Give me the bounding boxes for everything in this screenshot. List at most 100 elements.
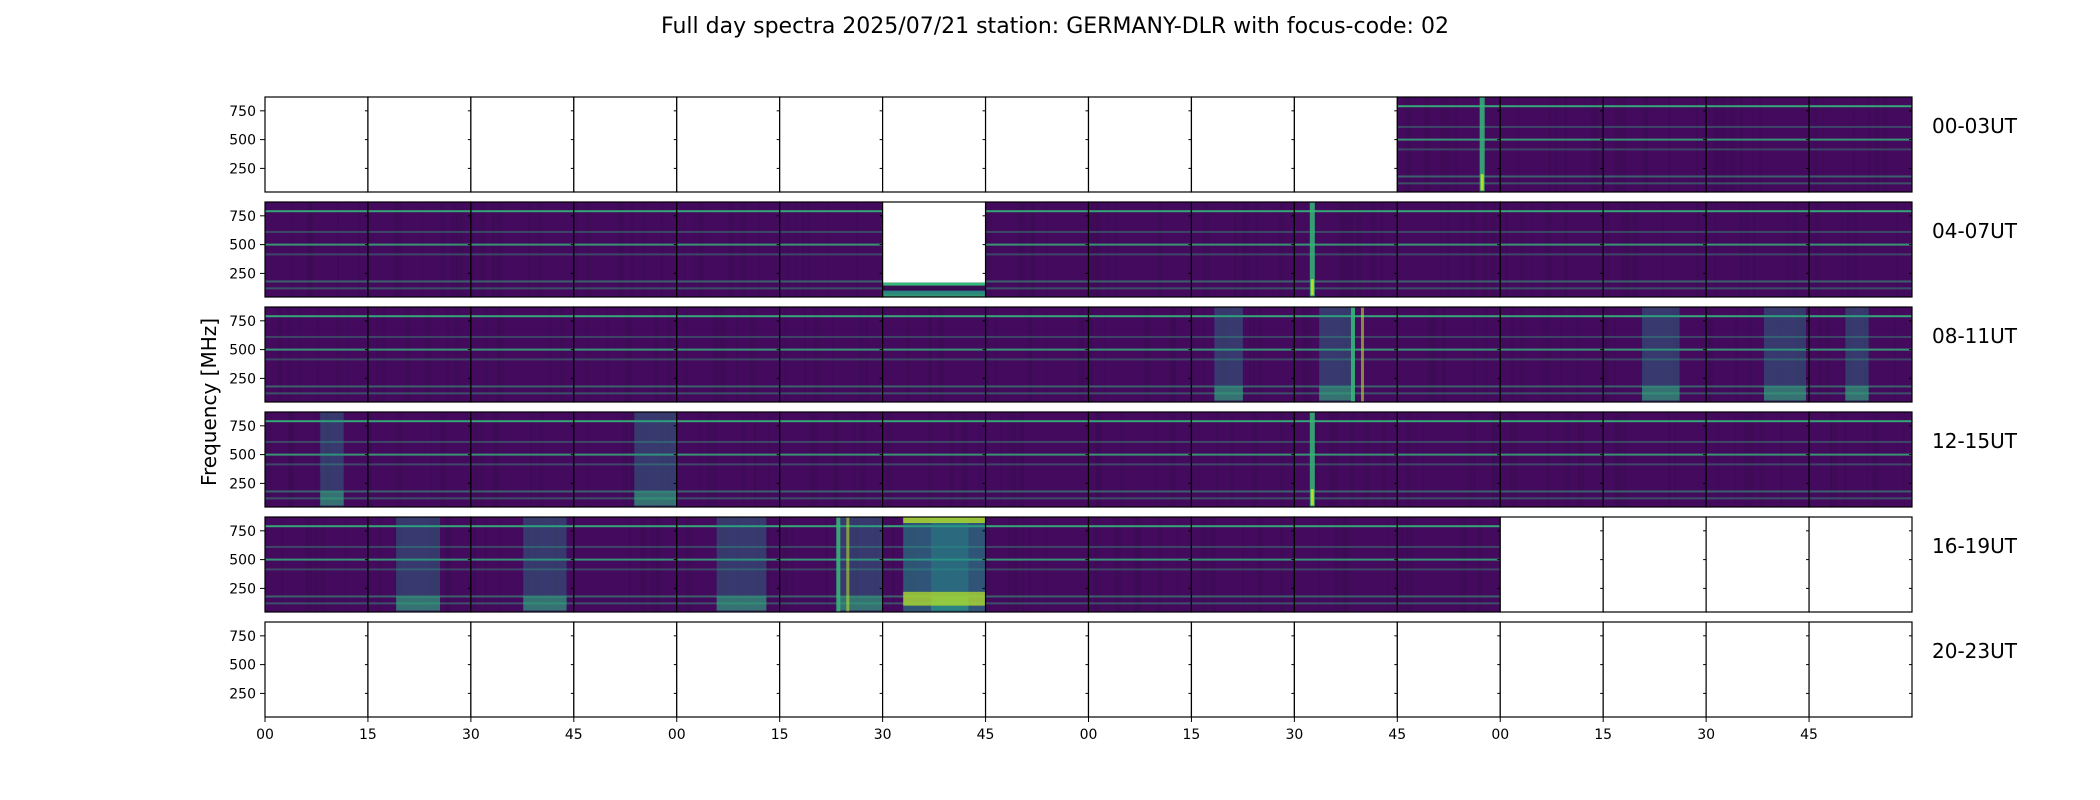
spectrum-panel xyxy=(779,516,884,613)
y-tick-label: 500 xyxy=(229,448,256,464)
spectrum-panel xyxy=(1499,411,1604,508)
spectrum-panel xyxy=(1705,306,1810,403)
spectrum-panel xyxy=(470,411,575,508)
spectrum-panel xyxy=(1705,96,1810,193)
spectrum-panel xyxy=(1602,621,1707,718)
spectrum-panel xyxy=(1293,96,1398,193)
spectrum-panel xyxy=(367,621,472,718)
spectrum-panel xyxy=(264,411,369,508)
y-tick-label: 250 xyxy=(229,161,256,177)
y-tick-label: 500 xyxy=(229,343,256,359)
y-tick-label: 750 xyxy=(229,314,256,330)
spectrum-panel xyxy=(470,96,575,193)
spectrum-panel xyxy=(1190,621,1295,718)
x-tick-label: 30 xyxy=(1697,727,1715,743)
x-tick-label: 00 xyxy=(256,727,274,743)
spectrum-panel xyxy=(1396,201,1501,298)
spectrum-panel xyxy=(676,516,781,613)
y-tick-label: 750 xyxy=(229,629,256,645)
spectrum-panel xyxy=(573,411,683,508)
spectrum-panel xyxy=(984,201,1090,298)
chart-title: Full day spectra 2025/07/21 station: GER… xyxy=(661,14,1449,39)
spectrum-panel xyxy=(882,621,987,718)
y-tick-label: 500 xyxy=(229,238,256,254)
y-tick-label: 750 xyxy=(229,104,256,120)
spectrum-panel xyxy=(1087,96,1193,193)
spectrum-panel xyxy=(1396,516,1501,613)
spectrum-panel xyxy=(984,516,1090,613)
spectrum-panel xyxy=(676,411,781,508)
spectrum-panel xyxy=(367,201,472,298)
spectrum-panel xyxy=(1499,621,1604,718)
spectrum-panel xyxy=(1293,306,1398,403)
spectrum-panel xyxy=(1602,516,1707,613)
spectrum-panel xyxy=(1808,621,1913,718)
spectrum-panel xyxy=(984,96,1090,193)
row-label: 16-19UT xyxy=(1932,534,2018,558)
spectrum-panel xyxy=(1087,411,1193,508)
y-axis-label: Frequency [MHz] xyxy=(197,318,221,486)
x-tick-label: 45 xyxy=(565,727,583,743)
y-tick-label: 500 xyxy=(229,553,256,569)
x-tick-label: 00 xyxy=(668,727,686,743)
spectrum-panel xyxy=(1190,306,1295,403)
x-tick-label: 15 xyxy=(1594,727,1612,743)
spectrum-panel xyxy=(470,201,575,298)
spectrum-panel xyxy=(1293,201,1398,298)
x-tick-label: 45 xyxy=(1800,727,1818,743)
spectrum-panel xyxy=(1293,516,1398,613)
spectrum-panel xyxy=(264,621,369,718)
spectrum-panel xyxy=(264,96,369,193)
spectrum-panel xyxy=(779,96,884,193)
spectrum-panel xyxy=(882,96,987,193)
y-tick-label: 250 xyxy=(229,371,256,387)
spectrum-panel xyxy=(367,96,472,193)
x-tick-label: 30 xyxy=(874,727,892,743)
spectrum-panel xyxy=(470,516,575,613)
x-tick-label: 45 xyxy=(977,727,995,743)
y-tick-label: 750 xyxy=(229,524,256,540)
spectrum-panel xyxy=(1293,411,1398,508)
spectrum-panel xyxy=(1087,306,1193,403)
row-label: 04-07UT xyxy=(1932,219,2018,243)
spectrum-panel xyxy=(984,411,1090,508)
spectrum-panel xyxy=(1293,621,1398,718)
spectrum-panel xyxy=(1602,306,1707,403)
spectrum-panel xyxy=(882,411,987,508)
spectrum-panel xyxy=(1087,201,1193,298)
spectrum-panel xyxy=(1705,201,1810,298)
x-tick-label: 30 xyxy=(1285,727,1303,743)
spectrum-panel xyxy=(1396,96,1501,193)
spectrum-panel xyxy=(676,621,781,718)
spectrum-panel xyxy=(264,201,369,298)
spectrum-panel xyxy=(573,96,678,193)
spectrum-panel xyxy=(779,306,884,403)
spectrum-panel xyxy=(1705,411,1810,508)
spectrum-panel xyxy=(676,306,781,403)
spectrum-panel xyxy=(1705,621,1810,718)
y-tick-label: 250 xyxy=(229,266,256,282)
spectrum-panel xyxy=(1396,621,1501,718)
spectrum-panel xyxy=(1808,516,1913,613)
spectrum-panel xyxy=(1190,516,1295,613)
x-tick-label: 15 xyxy=(359,727,377,743)
y-tick-label: 500 xyxy=(229,658,256,674)
spectrum-panel xyxy=(1602,201,1707,298)
spectrum-panel xyxy=(573,201,678,298)
spectrum-panel xyxy=(1808,411,1913,508)
spectrum-panel xyxy=(1602,411,1707,508)
spectrum-panel xyxy=(1808,306,1913,403)
spectrum-panel xyxy=(1499,516,1604,613)
spectrum-panel xyxy=(882,306,987,403)
spectrum-panel xyxy=(1087,516,1193,613)
spectrum-panel xyxy=(264,516,369,613)
spectrum-panel xyxy=(573,516,678,613)
spectrum-panel xyxy=(1190,96,1295,193)
spectrum-panel xyxy=(676,201,781,298)
spectrum-panel xyxy=(1808,96,1913,193)
y-tick-label: 750 xyxy=(229,209,256,225)
spectrum-panel xyxy=(676,96,781,193)
row-label: 08-11UT xyxy=(1932,324,2018,348)
y-tick-label: 250 xyxy=(229,686,256,702)
spectrum-panel xyxy=(779,621,884,718)
